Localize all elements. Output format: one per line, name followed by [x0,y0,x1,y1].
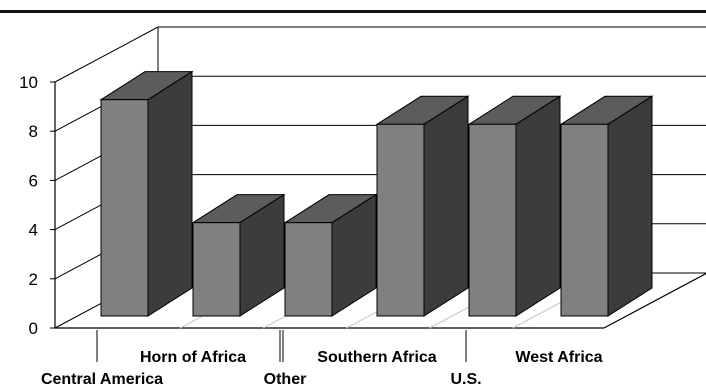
floor-divider [512,297,570,329]
x-tick-label: Southern Africa [317,349,437,366]
bar-side [607,95,653,317]
x-tick-label: U.S. [450,371,481,387]
grid-depth-line [54,26,159,83]
x-tick-label: West Africa [515,349,602,366]
bar [559,95,654,317]
bar-side [423,95,469,317]
bar [375,95,470,317]
y-tick-label: 6 [29,171,38,190]
x-tick-label: Other [264,371,307,387]
bar [467,95,562,317]
y-tick-label: 2 [29,270,38,289]
bar-front [100,99,149,317]
bar-front [284,222,333,317]
top-rule [0,10,706,13]
bar-side [515,95,561,317]
y-tick-label: 8 [29,122,38,141]
x-tick-label: Central America [41,371,163,387]
x-axis: Central America Horn of Africa Other Southe… [41,330,603,387]
bar-front [560,123,609,317]
y-tick-label: 4 [29,221,38,240]
bar [191,193,286,317]
bar-side [147,70,193,317]
y-tick-label: 0 [29,319,38,338]
floor-right-edge [603,272,706,329]
y-axis: 0 2 4 6 8 10 [19,73,56,338]
bars [99,70,654,317]
bar [283,193,378,317]
x-tick-label: Horn of Africa [140,349,246,366]
bar-front [376,123,425,317]
bar-front [192,222,241,317]
y-tick-label: 10 [19,73,38,92]
bar-front [468,123,517,317]
bar [99,70,194,317]
